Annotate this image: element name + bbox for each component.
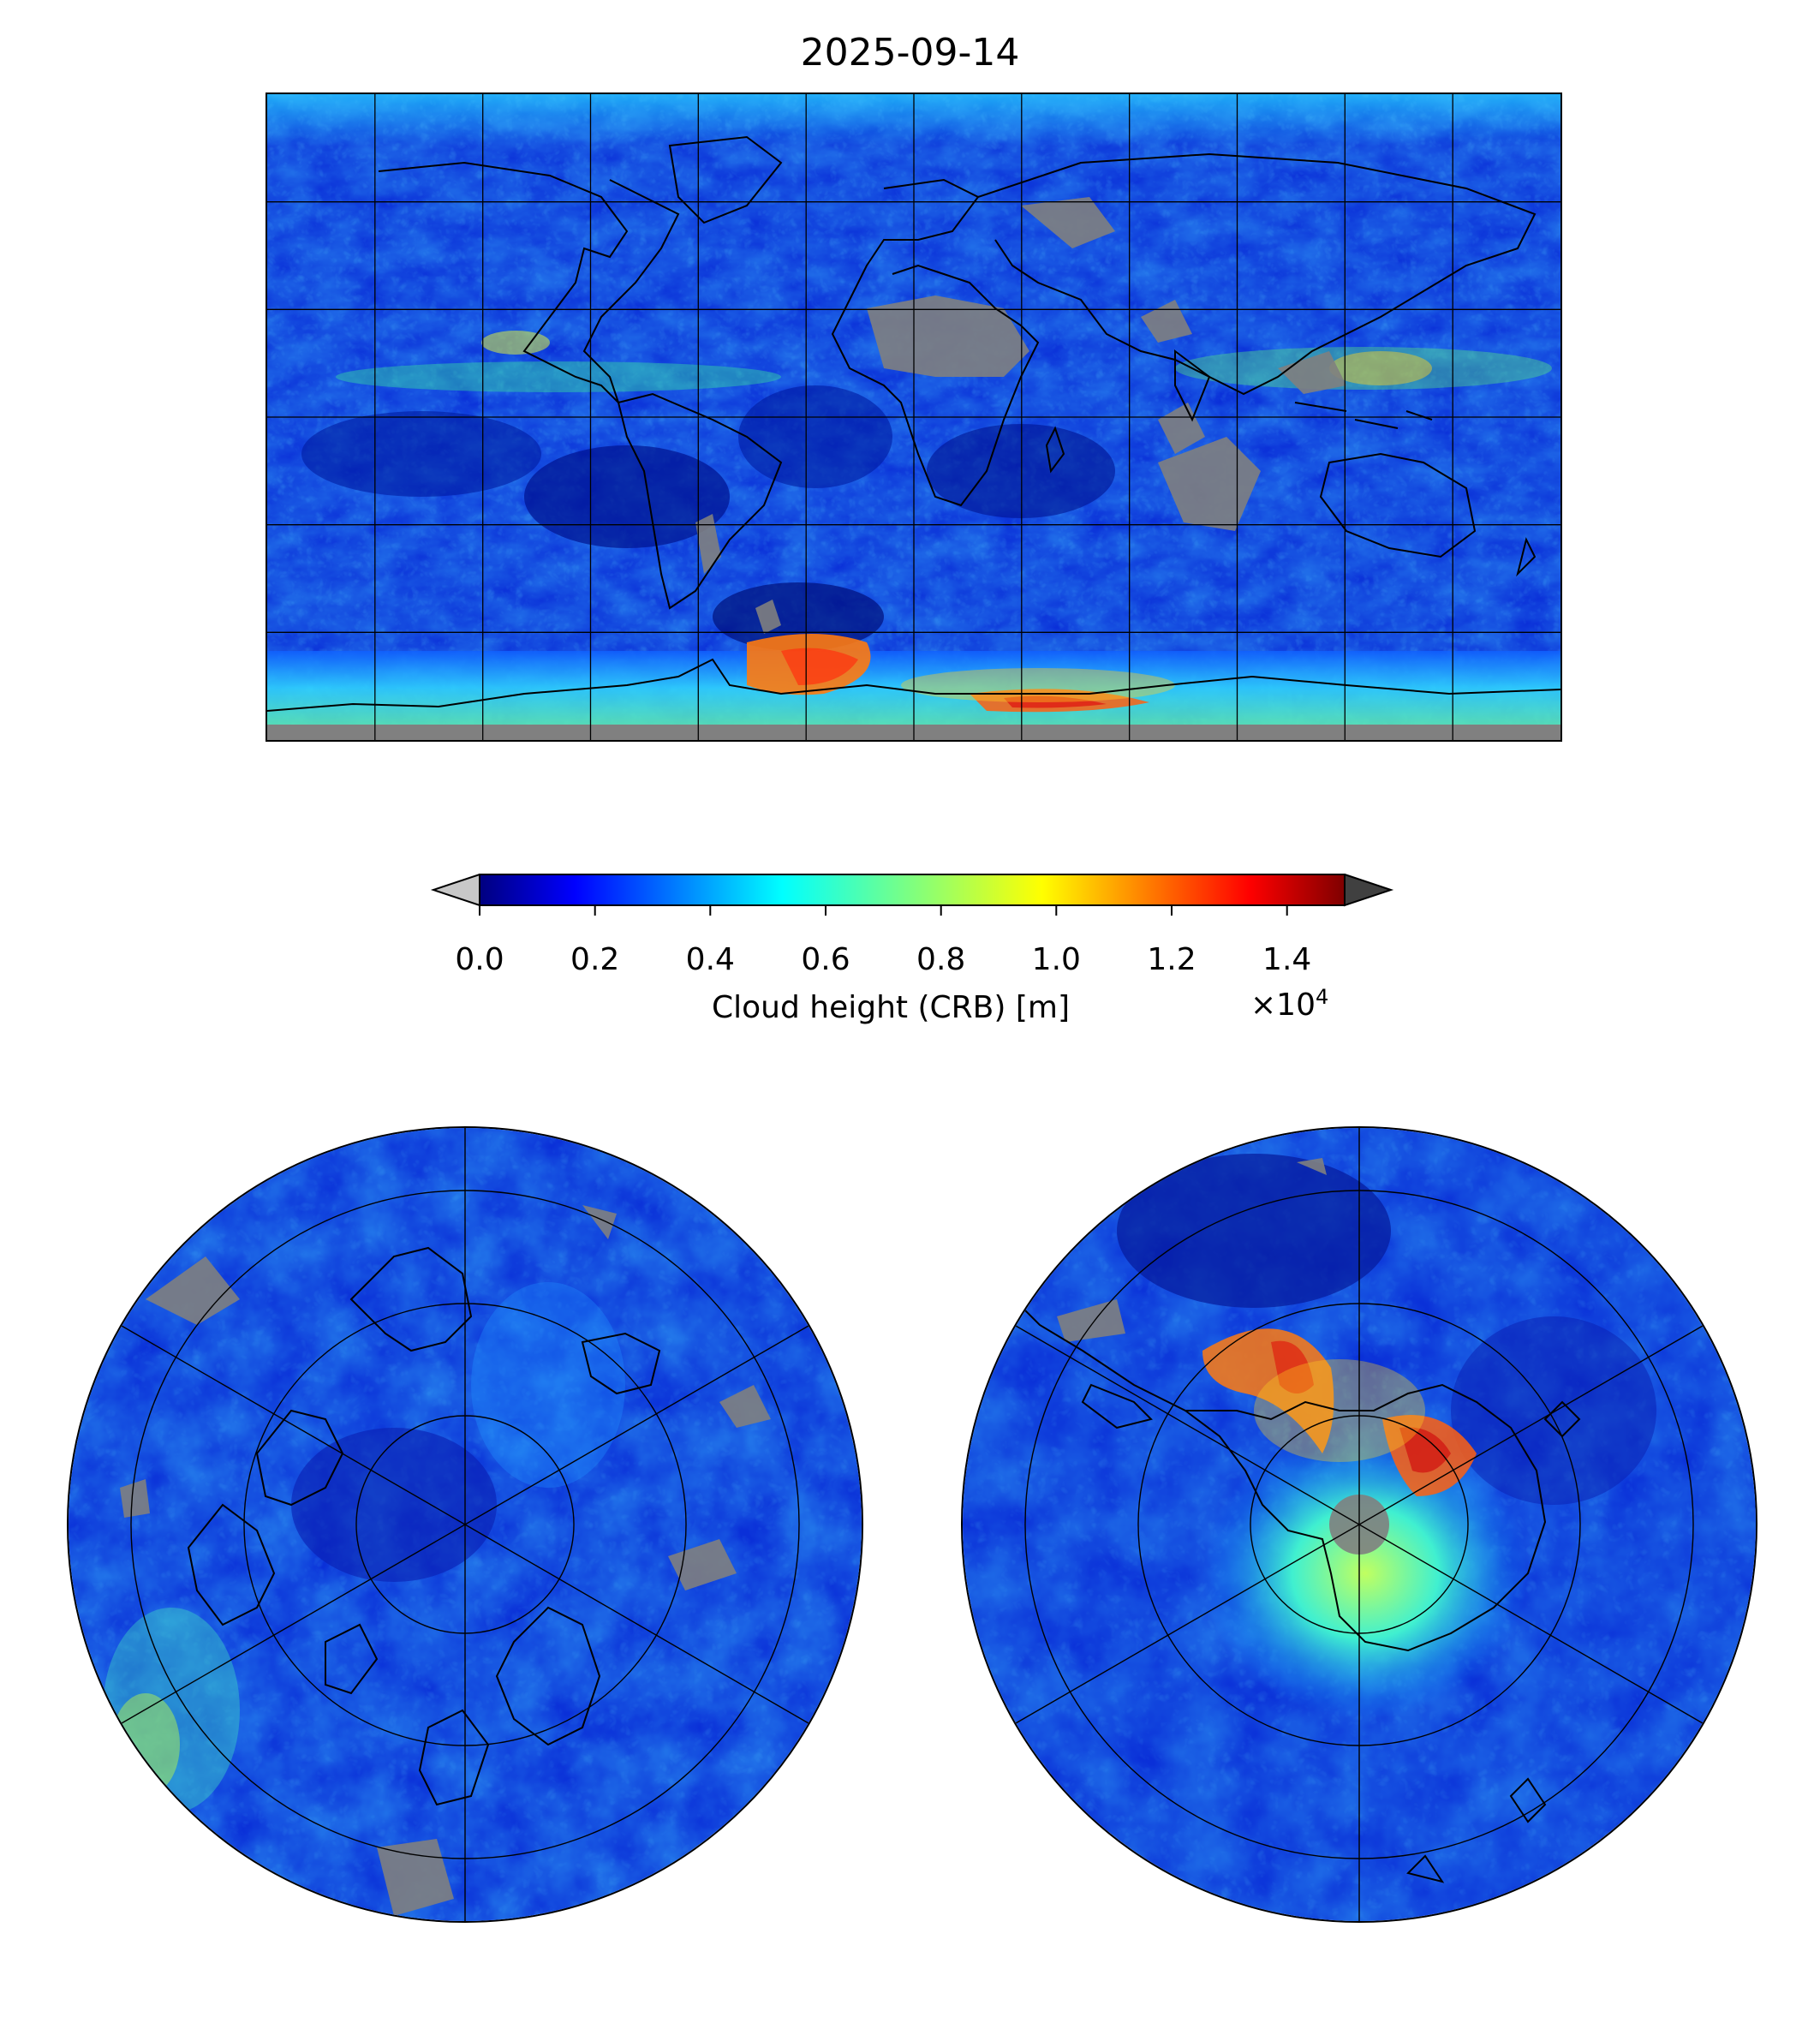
north-polar-map [67,1126,863,1923]
colorbar-tick-label: 0.2 [570,942,620,977]
north-graticule [121,1128,809,1921]
north-coastlines [187,1246,661,1806]
north-polar-canvas [69,1128,862,1921]
colorbar-tick-label: 0.8 [916,942,966,977]
colorbar-tick-label: 0.4 [685,942,735,977]
colorbar: 0.0 0.2 0.4 0.6 0.8 1.0 1.2 1.4 Cloud he… [428,874,1396,1045]
figure-title: 2025-09-14 [800,31,1020,75]
colorbar-tick-label: 1.0 [1031,942,1081,977]
graticule [267,94,1560,740]
colorbar-multiplier-exponent: 4 [1315,985,1329,1009]
colorbar-bar [430,874,1394,916]
south-polar-canvas [963,1128,1756,1921]
antarctic-cloud-shield [1202,1428,1528,1719]
colorbar-over-extend [1344,874,1394,907]
colorbar-multiplier-base: ×10 [1250,988,1316,1023]
coastlines [267,135,1560,712]
colorbar-tick-label: 1.2 [1147,942,1196,977]
south-coastlines [1013,1298,1581,1883]
colorbar-gradient [479,874,1346,906]
world-map [266,92,1562,742]
world-map-canvas [267,94,1560,740]
colorbar-under-extend [430,874,480,907]
south-polar-map [961,1126,1757,1923]
colorbar-label: Cloud height (CRB) [m] [711,990,1070,1025]
colorbar-ticks [479,905,1288,916]
colorbar-tick-label: 0.6 [801,942,850,977]
colorbar-tick-label: 1.4 [1262,942,1312,977]
south-graticule [1015,1128,1704,1921]
colorbar-multiplier: ×104 [1250,985,1328,1023]
colorbar-tick-label: 0.0 [455,942,504,977]
